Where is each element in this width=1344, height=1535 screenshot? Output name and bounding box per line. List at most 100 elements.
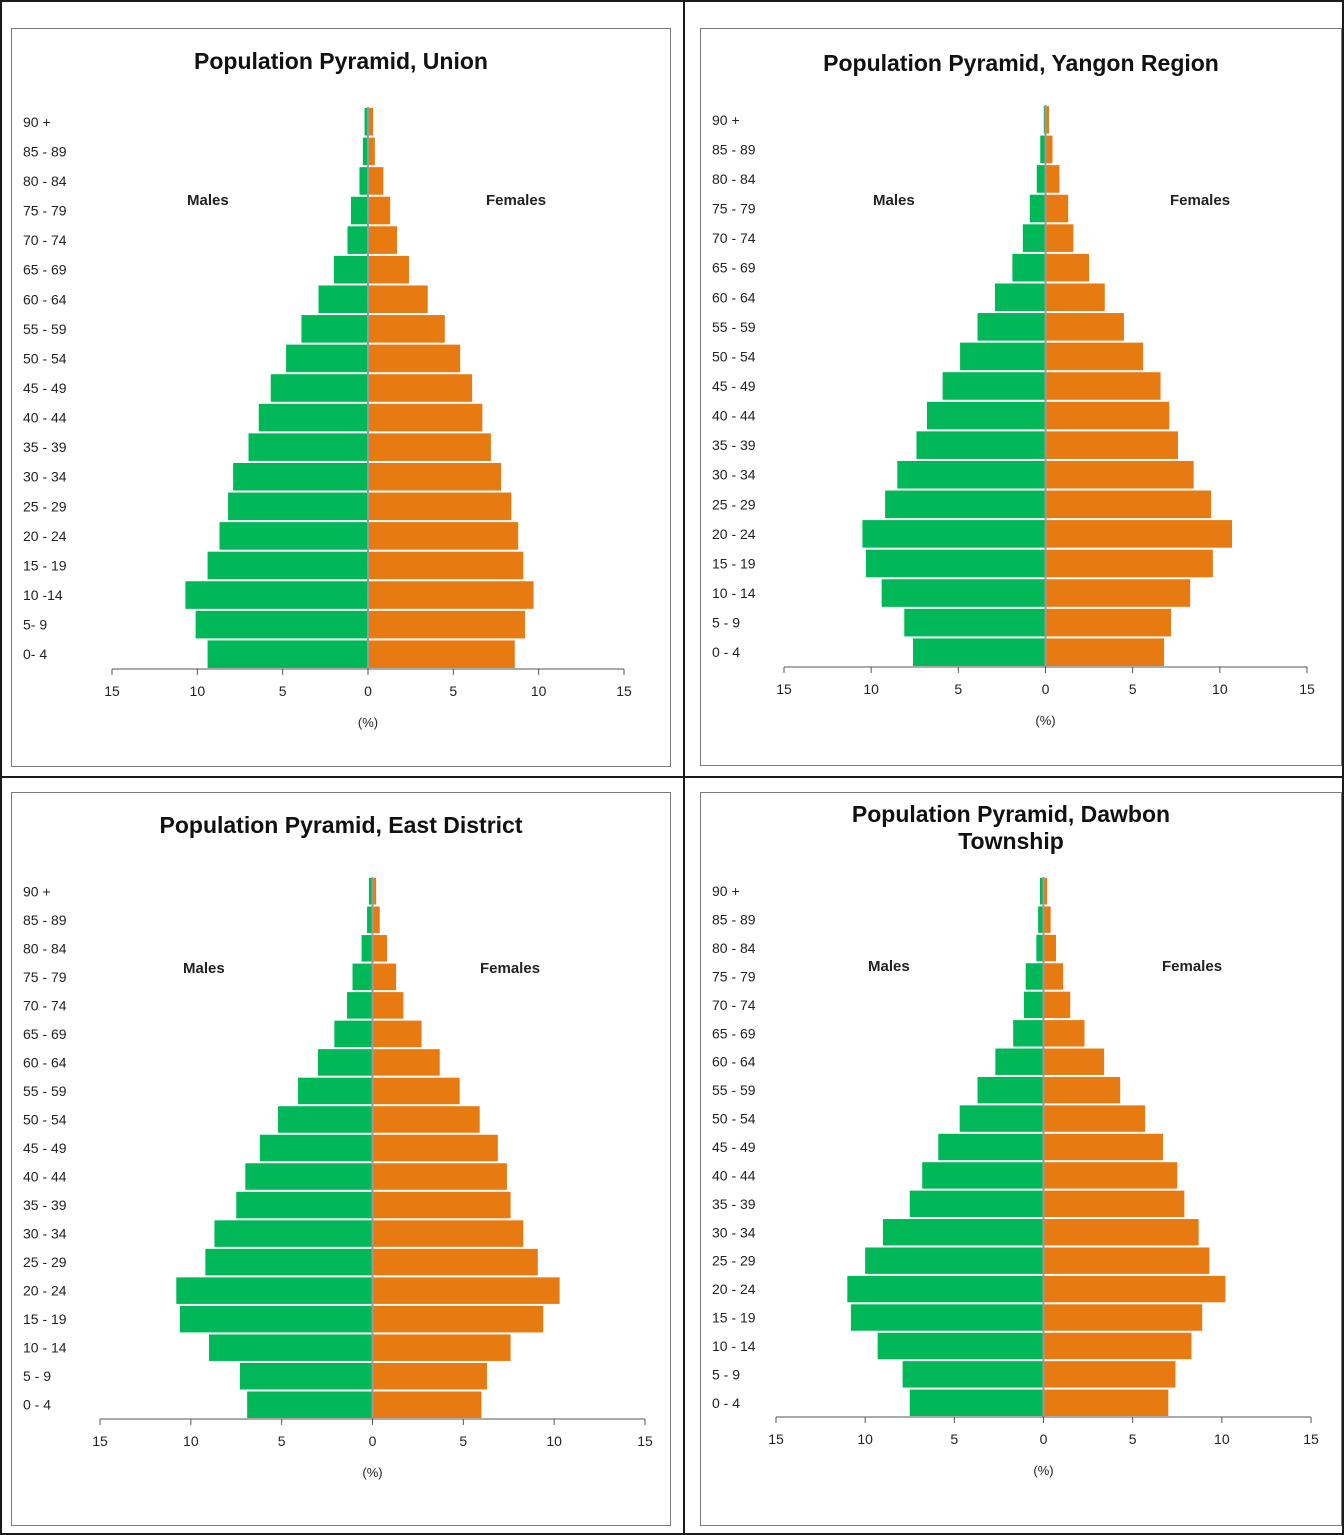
- category-label: 60 - 64: [712, 289, 756, 305]
- category-label: 5 - 9: [23, 1368, 51, 1384]
- bar-female: [372, 906, 380, 934]
- legend-males-label: Males: [183, 960, 225, 977]
- legend-females-label: Females: [1162, 958, 1222, 975]
- bar-male: [885, 490, 1046, 519]
- category-label: 85 - 89: [23, 143, 67, 159]
- bar-female: [368, 462, 502, 491]
- legend-females-label: Females: [1170, 192, 1230, 209]
- bar-male: [236, 1191, 373, 1219]
- x-tick-label: 5: [279, 683, 287, 699]
- bar-male: [1039, 878, 1044, 905]
- category-label: 60 - 64: [23, 1054, 67, 1070]
- bar-male: [1036, 165, 1046, 193]
- bar-female: [368, 255, 409, 284]
- bar-female: [372, 1077, 460, 1105]
- bar-female: [368, 640, 515, 668]
- category-label: 10 - 14: [23, 1340, 67, 1356]
- category-label: 35 - 39: [712, 437, 756, 453]
- bar-male: [909, 1190, 1044, 1218]
- legend-males-label: Males: [187, 192, 229, 209]
- category-label: 15 - 19: [712, 555, 756, 571]
- x-tick-label: 5: [950, 1431, 958, 1447]
- bar-male: [247, 1391, 373, 1418]
- x-tick-label: 15: [776, 681, 792, 697]
- category-label: 60 - 64: [712, 1054, 756, 1070]
- category-label: 45 - 49: [712, 378, 756, 394]
- category-label: 55 - 59: [712, 319, 756, 335]
- bar-female: [372, 1391, 482, 1418]
- bar-male: [301, 315, 368, 343]
- category-label: 40 - 44: [712, 408, 756, 424]
- bar-female: [368, 344, 461, 373]
- bar-female: [368, 403, 483, 432]
- bar-male: [350, 196, 368, 225]
- bar-female: [1045, 224, 1074, 252]
- category-label: 75 - 79: [23, 969, 67, 985]
- bar-female: [372, 1134, 498, 1162]
- x-tick-label: 0: [364, 683, 372, 699]
- category-label: 5 - 9: [712, 1366, 740, 1382]
- bar-male: [1040, 135, 1046, 164]
- bar-female: [1043, 1133, 1163, 1161]
- bar-female: [368, 137, 375, 166]
- category-label: 20 - 24: [712, 1281, 756, 1297]
- bar-male: [1012, 253, 1046, 282]
- chart-title-dawbon-township: Population Pyramid, Dawbon Township: [851, 801, 1171, 854]
- bar-female: [372, 1362, 487, 1390]
- bar-male: [270, 374, 368, 402]
- category-label: 30 - 34: [712, 1224, 756, 1240]
- category-label: 60 - 64: [23, 291, 67, 307]
- bar-female: [1043, 1219, 1199, 1246]
- bar-female: [1045, 342, 1144, 371]
- bar-female: [1045, 608, 1172, 637]
- category-label: 30 - 34: [23, 469, 67, 485]
- category-label: 80 - 84: [712, 940, 756, 956]
- bar-female: [1045, 638, 1165, 666]
- category-label: 65 - 69: [23, 1026, 67, 1042]
- chart-panel-dawbon-township: Population Pyramid, Dawbon Township 0 - …: [700, 792, 1342, 1526]
- bar-male: [239, 1362, 373, 1390]
- category-label: 20 - 24: [712, 526, 756, 542]
- category-label: 75 - 79: [712, 201, 756, 217]
- bar-male: [286, 344, 368, 373]
- bar-female: [1045, 490, 1212, 519]
- x-tick-label: 10: [863, 681, 879, 697]
- bar-male: [913, 638, 1046, 666]
- bar-male: [902, 1361, 1044, 1388]
- bar-female: [372, 1277, 560, 1304]
- bar-female: [1043, 934, 1056, 962]
- bar-female: [368, 522, 519, 550]
- x-tick-label: 10: [857, 1431, 873, 1447]
- category-label: 10 -14: [23, 587, 63, 603]
- x-tick-label: 15: [768, 1431, 784, 1447]
- category-label: 45 - 49: [712, 1139, 756, 1155]
- bar-female: [368, 433, 491, 461]
- category-label: 5 - 9: [712, 615, 740, 631]
- bar-male: [298, 1077, 373, 1105]
- x-tick-label: 5: [954, 681, 962, 697]
- category-label: 30 - 34: [23, 1226, 67, 1242]
- x-tick-label: 10: [546, 1433, 562, 1449]
- x-tick-label: 10: [1212, 681, 1228, 697]
- category-label: 40 - 44: [23, 410, 67, 426]
- chart-panel-union: Population Pyramid, Union 0- 4 5- 9 10 -14…: [11, 28, 671, 767]
- category-label: 85 - 89: [23, 912, 67, 928]
- bar-male: [361, 935, 373, 962]
- bar-female: [1045, 253, 1090, 282]
- bar-female: [372, 1106, 480, 1133]
- x-tick-label: 15: [1303, 1431, 1319, 1447]
- bar-female: [372, 1191, 511, 1219]
- bar-male: [1022, 224, 1046, 252]
- category-label: 35 - 39: [23, 439, 67, 455]
- bar-male: [865, 1247, 1044, 1274]
- bar-male: [359, 167, 368, 195]
- category-label: 85 - 89: [712, 141, 756, 157]
- category-label: 70 - 74: [23, 997, 67, 1013]
- bar-female: [1045, 549, 1213, 578]
- bar-female: [372, 1020, 422, 1048]
- bar-male: [258, 403, 368, 432]
- category-label: 15 - 19: [712, 1310, 756, 1326]
- bar-female: [372, 1248, 538, 1276]
- bar-female: [368, 226, 398, 254]
- category-label: 45 - 49: [23, 380, 67, 396]
